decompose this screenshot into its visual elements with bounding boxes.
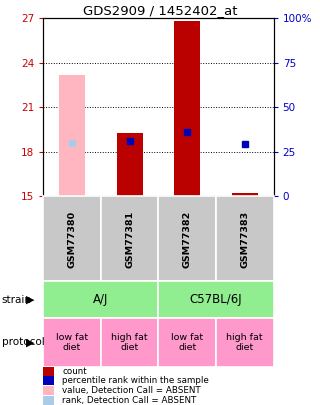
Text: low fat
diet: low fat diet [56,333,88,352]
Bar [117,132,143,196]
Text: ▶: ▶ [26,337,35,347]
Text: count: count [62,367,87,376]
Text: percentile rank within the sample: percentile rank within the sample [62,377,209,386]
Text: C57BL/6J: C57BL/6J [190,293,242,306]
Text: GDS2909 / 1452402_at: GDS2909 / 1452402_at [83,4,237,17]
Text: low fat
diet: low fat diet [171,333,203,352]
Text: GSM77380: GSM77380 [68,210,76,268]
Text: high fat
diet: high fat diet [227,333,263,352]
Text: high fat
diet: high fat diet [111,333,148,352]
Text: A/J: A/J [93,293,108,306]
Bar [59,75,85,196]
Text: strain: strain [2,295,32,305]
Text: GSM77382: GSM77382 [183,210,192,268]
Text: GSM77383: GSM77383 [240,210,249,268]
Text: value, Detection Call = ABSENT: value, Detection Call = ABSENT [62,386,201,395]
Text: protocol: protocol [2,337,44,347]
Bar [232,194,258,196]
Text: GSM77381: GSM77381 [125,210,134,268]
Bar [174,21,200,196]
Text: ▶: ▶ [26,295,35,305]
Text: rank, Detection Call = ABSENT: rank, Detection Call = ABSENT [62,396,197,405]
